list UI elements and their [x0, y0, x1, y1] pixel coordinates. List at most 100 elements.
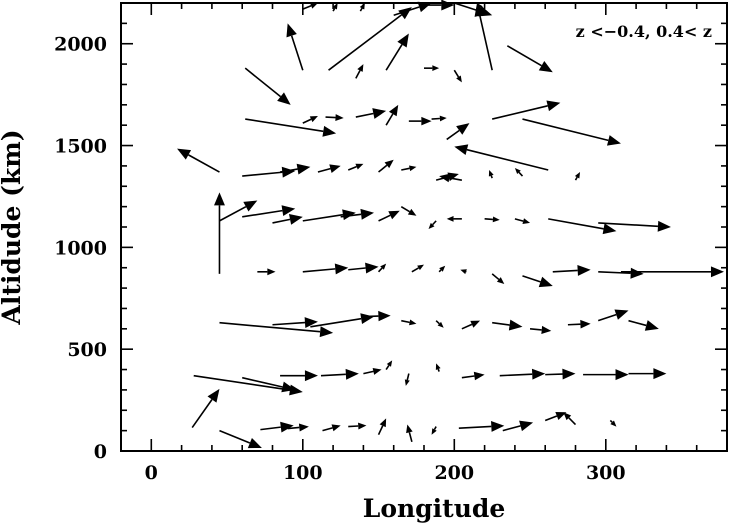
vector-shaft: [437, 368, 440, 372]
vector-head: [657, 220, 671, 232]
vector-head: [406, 424, 413, 434]
vector-head: [296, 163, 311, 175]
vector-head: [562, 368, 576, 380]
vector-head: [357, 64, 364, 72]
vector-shaft: [435, 320, 440, 325]
vector-head: [355, 163, 364, 170]
vector-arrow: [477, 3, 486, 14]
vector-arrow: [408, 116, 432, 126]
vector-head: [277, 92, 291, 105]
vector-head: [470, 320, 481, 328]
vector-head: [555, 411, 567, 420]
vector-head: [421, 116, 432, 126]
vector-shaft: [310, 317, 362, 328]
vector-shaft: [461, 323, 473, 330]
vector-shaft: [378, 214, 391, 222]
vector-shaft: [385, 364, 390, 370]
vector-head: [439, 173, 451, 183]
vector-arrow: [506, 45, 553, 73]
vector-arrow: [401, 319, 417, 326]
vector-head: [397, 33, 409, 48]
vector-head: [439, 265, 446, 272]
vector-arrow: [598, 267, 644, 279]
vector-arrow: [424, 65, 440, 72]
vector-shaft: [272, 321, 306, 326]
y-tick-label: 0: [94, 441, 107, 463]
vector-head: [538, 276, 553, 288]
vector-shaft: [219, 429, 251, 444]
vector-arrow: [348, 262, 379, 274]
vector-shaft: [574, 176, 578, 181]
vector-arrow: [385, 104, 399, 126]
vector-head: [207, 388, 220, 403]
vector-shaft: [377, 267, 383, 273]
y-tick-label: 500: [67, 339, 107, 361]
vector-arrow: [453, 69, 462, 83]
vector-shaft: [355, 112, 374, 118]
vector-head: [577, 265, 591, 276]
vector-shaft: [287, 426, 300, 430]
vector-arrow: [461, 371, 485, 381]
x-tick-label: 300: [586, 462, 626, 484]
vector-head: [492, 216, 500, 223]
vector-arrow: [245, 118, 337, 137]
vector-shaft: [242, 209, 283, 218]
vector-head: [288, 214, 303, 225]
vector-shaft: [385, 44, 403, 71]
y-tick-label: 1500: [54, 136, 107, 158]
vector-head: [360, 208, 375, 220]
vector-arrow: [424, 0, 455, 11]
vector-shaft: [490, 175, 493, 179]
vector-shaft: [431, 117, 440, 120]
vector-arrow: [628, 319, 659, 331]
vector-shaft: [317, 167, 331, 173]
vector-shaft: [433, 426, 437, 430]
vector-head: [378, 310, 391, 322]
vector-arrow: [435, 320, 444, 328]
vector-head: [610, 420, 617, 427]
vector-head: [267, 268, 276, 276]
vector-shaft: [484, 218, 493, 221]
vector-arrow: [439, 173, 463, 183]
vector-head: [360, 313, 375, 325]
vector-arrow: [544, 411, 567, 422]
vector-head: [329, 164, 341, 173]
vector-head: [602, 223, 617, 235]
vector-arrow: [219, 200, 258, 222]
vector-head: [289, 384, 303, 396]
vector-arrow: [340, 208, 375, 220]
vector-arrow: [177, 148, 220, 173]
vector-arrow: [484, 216, 500, 223]
vector-arrow: [320, 368, 359, 380]
vector-head: [456, 123, 470, 135]
vector-arrow: [332, 3, 338, 12]
vector-arrow: [287, 423, 309, 432]
vector-head: [417, 264, 424, 271]
vector-head: [644, 320, 659, 331]
y-tick-label: 2000: [54, 34, 107, 56]
y-axis-title: Altidude (km): [0, 129, 26, 325]
vector-head: [431, 428, 437, 435]
vector-arrow: [435, 363, 441, 372]
vector-arrow: [574, 172, 581, 181]
vector-arrow: [499, 368, 546, 380]
vector-arrow: [242, 166, 296, 178]
vector-head: [538, 60, 553, 73]
vector-shaft: [522, 118, 609, 142]
vector-shaft: [348, 267, 366, 271]
vector-head: [456, 75, 462, 83]
vector-head: [386, 360, 393, 367]
vector-arrow: [597, 309, 629, 322]
vector-shaft: [363, 315, 379, 318]
vector-head: [247, 437, 262, 449]
vector-shaft: [272, 218, 291, 224]
vector-head: [345, 368, 359, 380]
plot-annotation: z <−0.4, 0.4< z: [576, 22, 712, 41]
vector-head: [454, 144, 469, 156]
vector-arrow: [514, 218, 531, 224]
vector-head: [334, 263, 349, 275]
vector-shaft: [322, 427, 333, 432]
vector-head: [304, 317, 318, 329]
vector-arrow: [514, 167, 524, 177]
vector-arrow: [620, 266, 724, 278]
